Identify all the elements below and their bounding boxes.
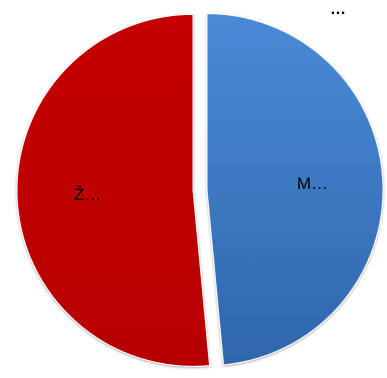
pie-slices — [16, 13, 384, 367]
chart-title-fragment: … — [330, 1, 346, 18]
pie-slice-label-1: Ž… — [74, 185, 101, 204]
pie-slice-1 — [16, 13, 211, 367]
pie-labels: M… Ž… — [74, 174, 328, 204]
pie-slice-label-0: M… — [297, 174, 328, 193]
pie-slice-0 — [206, 13, 384, 366]
